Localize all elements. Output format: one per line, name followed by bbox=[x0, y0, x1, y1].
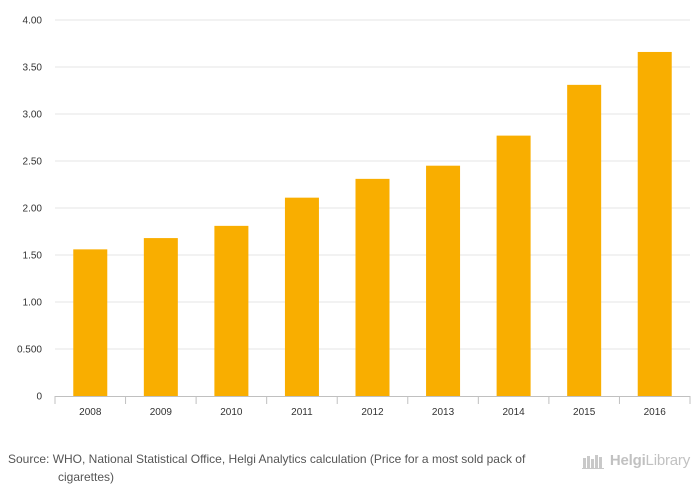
x-tick-label: 2014 bbox=[502, 407, 525, 418]
y-tick-label: 1.50 bbox=[23, 251, 43, 262]
bar bbox=[214, 225, 249, 396]
bars bbox=[73, 51, 672, 397]
logo-text: HelgiLibrary bbox=[610, 452, 690, 469]
source-note: Source: WHO, National Statistical Office… bbox=[8, 452, 526, 484]
bar bbox=[426, 165, 461, 396]
bar bbox=[73, 249, 108, 396]
y-tick-label: 3.00 bbox=[23, 110, 43, 121]
x-axis bbox=[54, 396, 691, 404]
y-tick-label: 1.00 bbox=[23, 298, 43, 309]
x-tick-label: 2008 bbox=[79, 407, 102, 418]
y-tick-label: 2.00 bbox=[23, 204, 43, 215]
chart-footer: Source: WHO, National Statistical Office… bbox=[0, 446, 700, 500]
y-tick-label: 0.500 bbox=[17, 345, 42, 356]
bar bbox=[284, 197, 319, 396]
library-books-icon bbox=[581, 454, 604, 469]
logo-suffix: Library bbox=[645, 452, 691, 469]
bar bbox=[143, 238, 178, 396]
y-tick-label: 3.50 bbox=[23, 63, 43, 74]
y-tick-label: 4.00 bbox=[23, 16, 43, 27]
bar bbox=[355, 178, 390, 396]
x-tick-label: 2015 bbox=[573, 407, 596, 418]
y-tick-label: 2.50 bbox=[23, 157, 43, 168]
bar bbox=[496, 135, 531, 396]
y-tick-label: 0 bbox=[36, 392, 42, 403]
x-tick-label: 2012 bbox=[361, 407, 384, 418]
x-axis-tick-labels: 2008 2009 2010 2011 2012 2013 2014 2015 2016 bbox=[79, 407, 666, 418]
logo-brand: Helgi bbox=[609, 452, 646, 469]
x-tick-label: 2013 bbox=[432, 407, 455, 418]
helgi-library-logo: HelgiLibrary bbox=[581, 452, 690, 469]
bar bbox=[637, 51, 672, 397]
x-tick-label: 2016 bbox=[644, 407, 667, 418]
x-tick-label: 2009 bbox=[150, 407, 173, 418]
x-tick-label: 2011 bbox=[291, 407, 313, 418]
x-tick-label: 2010 bbox=[220, 407, 243, 418]
y-axis-tick-labels: 0 0.500 1.00 1.50 2.00 2.50 3.00 3.50 4.00 bbox=[17, 16, 42, 403]
bar bbox=[567, 84, 602, 397]
